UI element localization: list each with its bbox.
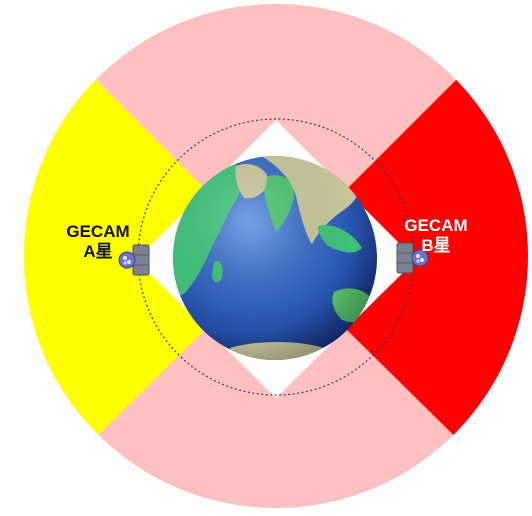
satellite-a-icon	[118, 244, 150, 276]
satellite-a-designation: A星	[83, 242, 113, 261]
satellite-a-name: GECAM	[66, 222, 130, 241]
earth-globe-icon	[173, 156, 377, 360]
satellite-b-label: GECAM B星	[396, 216, 476, 256]
satellite-b-designation: B星	[421, 236, 451, 255]
satellite-a-detector-dome	[118, 251, 136, 269]
satellite-b-icon	[396, 242, 429, 274]
satellite-b-detector-dome	[411, 249, 429, 267]
satellite-a-label: GECAM A星	[58, 222, 138, 262]
satellite-b-name: GECAM	[404, 216, 468, 235]
